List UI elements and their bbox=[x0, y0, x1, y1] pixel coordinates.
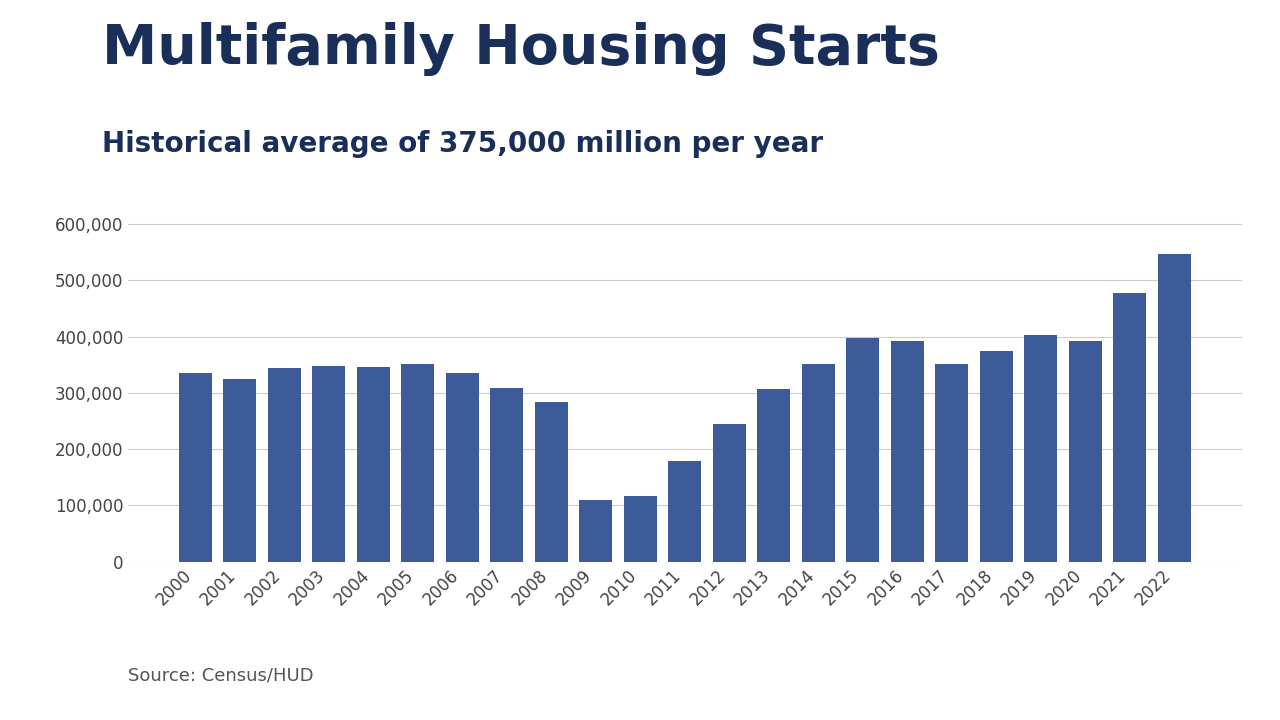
Bar bbox=[1069, 341, 1102, 562]
Text: Multifamily Housing Starts: Multifamily Housing Starts bbox=[102, 22, 941, 76]
Bar bbox=[846, 338, 879, 562]
Bar bbox=[713, 424, 746, 562]
Bar bbox=[445, 373, 479, 562]
Bar bbox=[223, 379, 256, 562]
Bar bbox=[936, 364, 969, 562]
Bar bbox=[179, 373, 212, 562]
Bar bbox=[312, 366, 346, 562]
Bar bbox=[1157, 254, 1190, 562]
Bar bbox=[1024, 335, 1057, 562]
Bar bbox=[268, 367, 301, 562]
Bar bbox=[357, 367, 390, 562]
Bar bbox=[891, 341, 924, 562]
Bar bbox=[579, 500, 613, 562]
Bar bbox=[979, 351, 1012, 562]
Text: Source: Census/HUD: Source: Census/HUD bbox=[128, 666, 314, 684]
Bar bbox=[668, 461, 701, 562]
Bar bbox=[401, 364, 434, 562]
Bar bbox=[623, 496, 657, 562]
Bar bbox=[1114, 293, 1147, 562]
Bar bbox=[535, 402, 568, 562]
Bar bbox=[756, 389, 791, 562]
Bar bbox=[801, 364, 835, 562]
Text: Historical average of 375,000 million per year: Historical average of 375,000 million pe… bbox=[102, 130, 823, 158]
Bar bbox=[490, 388, 524, 562]
